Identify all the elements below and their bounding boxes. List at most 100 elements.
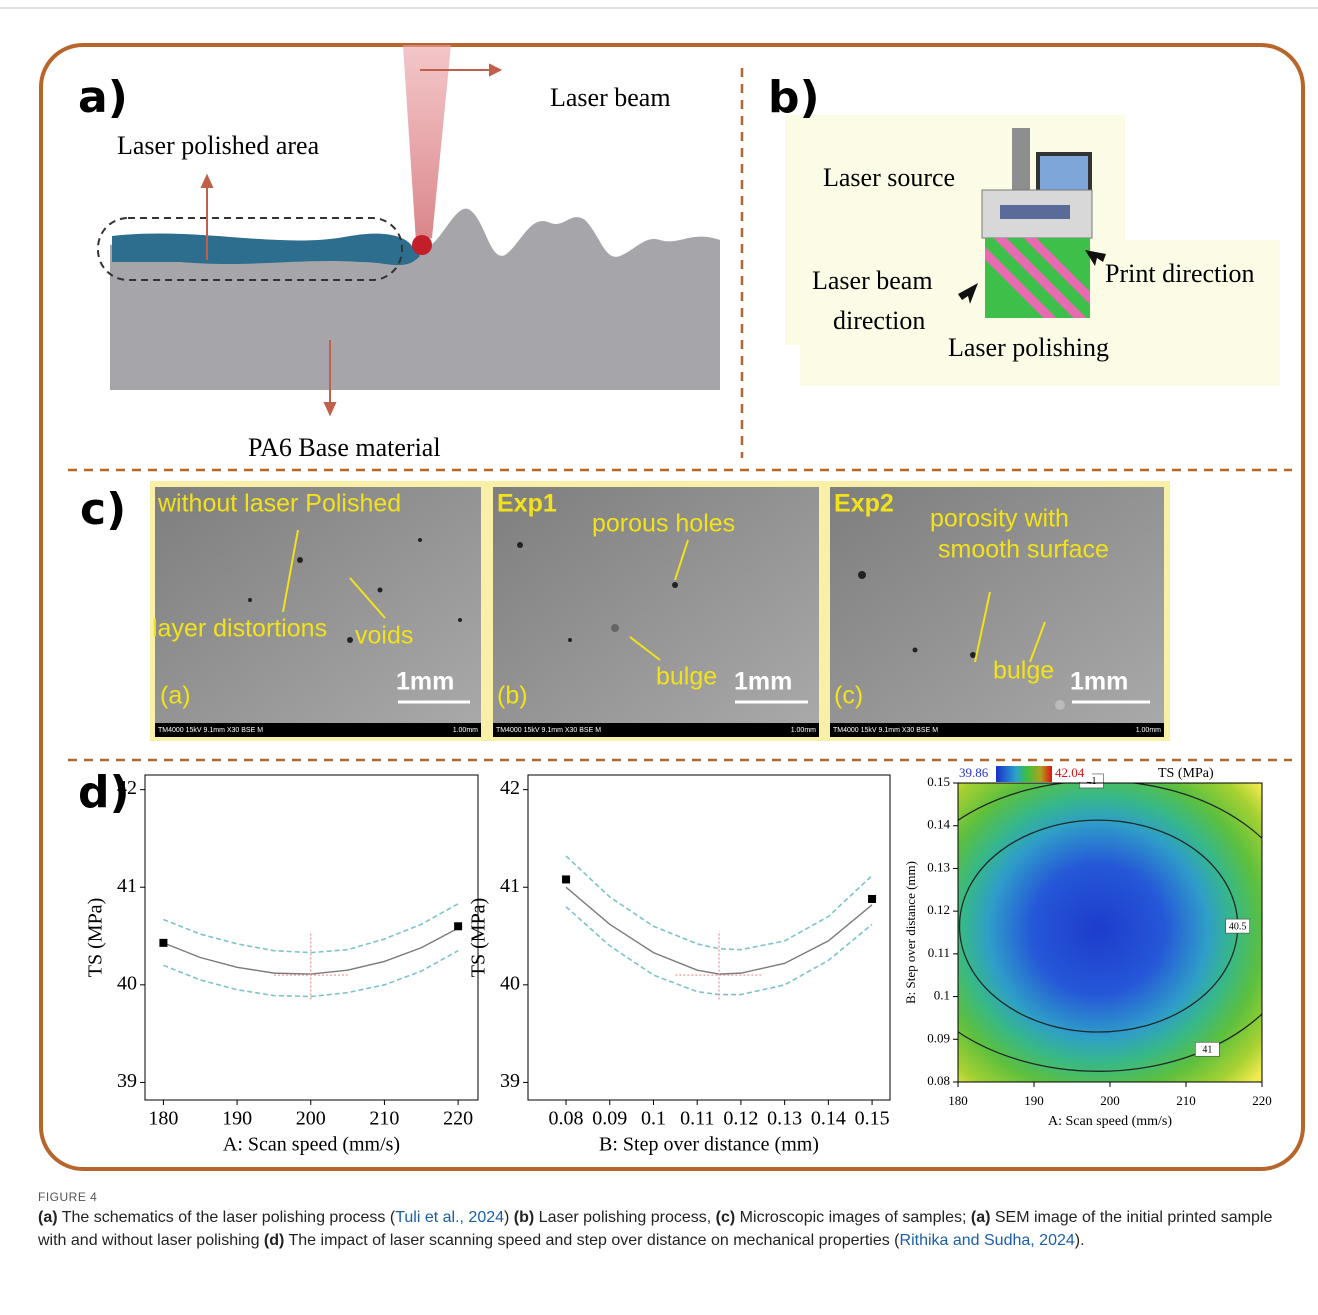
- panel-c: c) without laser Polished layer distorti…: [80, 481, 1170, 741]
- sem-annotation: layer distortions: [152, 615, 327, 643]
- panel-label: d): [78, 767, 130, 818]
- contour-label: 41: [1202, 1045, 1212, 1056]
- figure: a) Laser beam Laser polished area PA6 Ba…: [0, 7, 1318, 1171]
- axes: 180 190 200 210 220 39 40 41 42: [117, 774, 479, 1130]
- panel-b: b) Laser source Laser beam direction Pri…: [768, 72, 1280, 386]
- caption-plain: ).: [1074, 1232, 1085, 1249]
- scale-label: 1mm: [1070, 668, 1128, 696]
- arrows: [200, 63, 503, 417]
- y-tick-label: 39: [117, 1070, 137, 1092]
- sem-tag: (a): [160, 682, 191, 710]
- sem-footer: 1.00mm: [453, 727, 478, 734]
- sem-footer: TM4000 15kV 9.1mm X30 BSE M: [833, 727, 938, 734]
- x-tick-label: 200: [1100, 1093, 1120, 1108]
- y-axis-label: B: Step over distance (mm): [903, 861, 918, 1004]
- plot-frame: [957, 782, 1263, 1083]
- y-tick-label: 41: [117, 875, 137, 897]
- polished-outline: [97, 217, 403, 281]
- label: Print direction: [1105, 259, 1254, 288]
- caption-plain: Microscopic images of samples;: [735, 1209, 971, 1226]
- sem-image: Exp2 porosity with smooth surface bulge …: [830, 487, 1164, 737]
- sem-annotation: bulge: [656, 663, 717, 691]
- data-point: [562, 875, 571, 884]
- heatmap: [958, 783, 1262, 1082]
- arrows: [958, 250, 1106, 304]
- caption-plain: The schematics of the laser polishing pr…: [57, 1209, 396, 1226]
- sem-footer: 1.00mm: [1136, 727, 1161, 734]
- x-axis-label: A: Scan speed (mm/s): [1048, 1114, 1172, 1129]
- contour-line: [958, 783, 1262, 1072]
- label: Laser beam: [812, 266, 933, 295]
- data-point: [159, 938, 168, 947]
- scale-label: 1mm: [734, 668, 792, 696]
- x-tick-label: 0.13: [767, 1108, 802, 1130]
- label: Laser source: [823, 163, 955, 192]
- label: Laser polished area: [117, 131, 320, 160]
- y-tick-label: 0.09: [927, 1030, 950, 1045]
- x-tick-label: 210: [369, 1108, 399, 1130]
- x-tick-label: 0.08: [549, 1108, 584, 1130]
- y-tick-label: 0.1: [934, 988, 950, 1003]
- sem-annotation: porosity with: [930, 505, 1069, 533]
- y-tick-label: 0.14: [927, 817, 950, 832]
- colorbar-min: 39.86: [959, 765, 989, 780]
- y-tick-label: 40: [500, 972, 520, 994]
- x-tick-label: 0.1: [641, 1108, 666, 1130]
- plot-frame: [144, 774, 479, 1101]
- caption-plain: ): [504, 1209, 514, 1226]
- y-tick-label: 0.08: [927, 1073, 950, 1088]
- contour-label-bg: [1195, 1041, 1220, 1057]
- caption-bold: (d): [263, 1232, 285, 1249]
- laser-spot: [412, 235, 432, 255]
- device: [1000, 205, 1070, 219]
- y-tick-label: 39: [500, 1070, 520, 1092]
- charts: 180 190 200 210 220 39 40 41 42 A: Scan speed (mm…: [85, 765, 1272, 1156]
- sem-tag: (c): [834, 682, 863, 710]
- x-tick-label: 0.09: [592, 1108, 627, 1130]
- sem-annotation: porous holes: [592, 510, 735, 538]
- sem-title: Exp2: [834, 490, 894, 518]
- y-tick-label: 40: [117, 972, 137, 994]
- caption-bold: (c): [715, 1209, 736, 1226]
- panel-label: a): [78, 72, 128, 123]
- sem-annotation: smooth surface: [938, 536, 1109, 564]
- x-axis-label: B: Step over distance (mm): [599, 1134, 819, 1156]
- x-tick-label: 210: [1176, 1093, 1196, 1108]
- sem-title: Exp1: [497, 490, 557, 518]
- y-tick-label: 0.12: [927, 902, 950, 917]
- label: Laser polishing: [948, 333, 1109, 362]
- series-line: [163, 949, 459, 998]
- caption-plain: SEM image of the initial printed sample …: [38, 1209, 1273, 1249]
- panel-label: b): [768, 72, 820, 123]
- y-tick-label: 0.11: [928, 945, 950, 960]
- series-line: [565, 855, 873, 951]
- caption-link[interactable]: Rithika and Sudha, 2024: [899, 1232, 1075, 1249]
- label: Laser beam: [550, 83, 671, 112]
- plot-bg: [528, 775, 890, 1100]
- x-tick-label: 200: [296, 1108, 326, 1130]
- x-tick-label: 0.11: [680, 1108, 714, 1130]
- axes: 180 190 200 210 220 0.08 0.09 0.1 0.11 0.12 0.13 0.…: [927, 774, 1272, 1108]
- sem-footer: 1.00mm: [791, 727, 816, 734]
- y-tick-label: 42: [500, 777, 520, 799]
- figure-label: FIGURE 4: [38, 1190, 98, 1204]
- y-axis-label: TS (MPa): [85, 898, 107, 977]
- contour-label-bg: [1225, 918, 1250, 934]
- caption-bold: (b): [513, 1209, 535, 1226]
- caption-plain: Laser polishing process,: [534, 1209, 716, 1226]
- contour-label: 40.5: [1229, 921, 1247, 932]
- x-tick-label: 0.14: [811, 1108, 846, 1130]
- y-axis-label: TS (MPa): [468, 898, 490, 977]
- data-point: [454, 922, 463, 931]
- scale-label: 1mm: [396, 668, 454, 696]
- caption-plain: The impact of laser scanning speed and s…: [284, 1232, 900, 1249]
- sem-footer: TM4000 15kV 9.1mm X30 BSE M: [496, 727, 601, 734]
- x-tick-label: 220: [1252, 1093, 1272, 1108]
- caption-text: (a) The schematics of the laser polishin…: [38, 1206, 1303, 1252]
- caption-bold: (a): [38, 1209, 58, 1226]
- caption-link[interactable]: Tuli et al., 2024: [395, 1209, 505, 1226]
- axes: 0.08 0.09 0.1 0.11 0.12 0.13 0.14 0.15 39 40 41 42: [500, 774, 891, 1130]
- x-tick-label: 190: [1024, 1093, 1044, 1108]
- colorbar-max: 42.04: [1055, 765, 1085, 780]
